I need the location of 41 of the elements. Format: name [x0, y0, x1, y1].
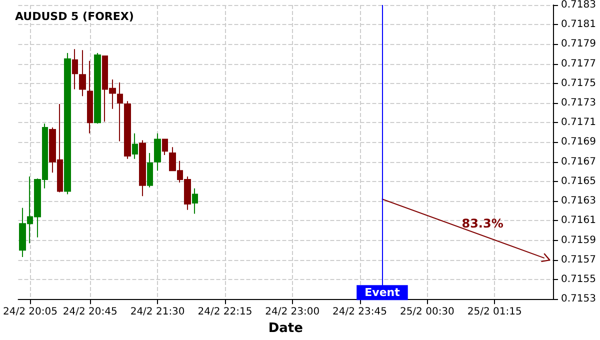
candlestick — [147, 152, 153, 188]
x-tick-label: 24/2 23:00 — [265, 306, 320, 318]
x-tick-label: 24/2 20:45 — [62, 306, 118, 318]
candlestick — [94, 52, 101, 124]
y-tick-label: 0.7153 — [561, 294, 596, 305]
candlestick — [87, 60, 93, 134]
y-tick-label: 0.7171 — [561, 117, 596, 128]
y-tick-label: 0.7167 — [561, 156, 596, 168]
y-tick-label: 0.7155 — [561, 274, 596, 285]
candlestick — [117, 82, 123, 142]
y-tick-label: 0.7163 — [561, 196, 596, 207]
ref-line-label: Event — [364, 286, 400, 300]
x-tick-label: 25/2 00:30 — [400, 306, 454, 318]
candlestick — [72, 48, 78, 90]
y-tick-label: 0.7165 — [561, 176, 596, 187]
candlestick — [154, 132, 161, 172]
candlestick — [79, 50, 86, 97]
y-tick-label: 0.7175 — [561, 78, 596, 89]
x-tick-label: 24/2 22:15 — [198, 306, 252, 318]
candlestick — [64, 52, 71, 195]
y-tick-label: 0.7177 — [561, 58, 596, 70]
x-tick-label: 25/2 01:15 — [467, 306, 522, 318]
y-tick-label: 0.7159 — [561, 234, 596, 246]
text: AUDUSD 5 (FOREX) — [15, 10, 134, 23]
y-tick-label: 0.7161 — [561, 215, 596, 226]
candlestick — [139, 140, 146, 197]
x-axis-title: Date — [268, 321, 304, 336]
candlestick — [192, 188, 198, 214]
annotation: 83.3% — [462, 216, 504, 231]
y-tick-label: 0.7183 — [561, 0, 596, 10]
y-tick-label: 0.7169 — [561, 136, 596, 148]
y-tick-label: 0.7181 — [561, 19, 596, 30]
y-tick-label: 0.7173 — [561, 98, 596, 109]
x-tick-label: 24/2 21:30 — [130, 306, 185, 318]
candlestick — [162, 138, 168, 156]
candlestick — [132, 132, 138, 160]
y-tick-label: 0.7157 — [561, 254, 596, 266]
y-tick-label: 0.7179 — [561, 38, 596, 50]
candlestick — [124, 100, 131, 160]
x-tick-label: 24/2 23:45 — [332, 306, 387, 318]
x-tick-label: 24/2 20:05 — [3, 306, 58, 318]
